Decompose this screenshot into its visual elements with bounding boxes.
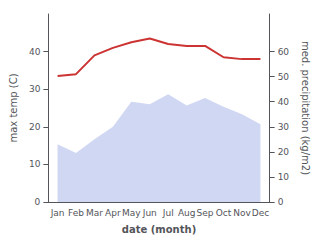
svg-text:40: 40 (29, 47, 41, 57)
svg-text:med. precipitation (kg/m2): med. precipitation (kg/m2) (300, 41, 311, 175)
svg-text:date (month): date (month) (122, 224, 196, 235)
svg-text:30: 30 (278, 122, 290, 132)
svg-text:10: 10 (278, 172, 290, 182)
svg-text:Jul: Jul (162, 208, 174, 218)
svg-text:Aug: Aug (178, 208, 196, 218)
svg-text:Apr: Apr (105, 208, 121, 218)
svg-text:May: May (122, 208, 141, 218)
svg-text:50: 50 (278, 72, 290, 82)
svg-text:Mar: Mar (86, 208, 103, 218)
svg-text:20: 20 (29, 122, 41, 132)
svg-text:60: 60 (278, 47, 290, 57)
svg-text:Sep: Sep (197, 208, 214, 218)
svg-text:Jan: Jan (50, 208, 65, 218)
svg-text:Dec: Dec (252, 208, 269, 218)
svg-text:20: 20 (278, 147, 290, 157)
svg-text:Nov: Nov (233, 208, 251, 218)
svg-text:Jun: Jun (142, 208, 157, 218)
svg-text:max temp (C): max temp (C) (8, 73, 19, 142)
svg-text:40: 40 (278, 97, 290, 107)
svg-text:0: 0 (278, 197, 284, 207)
svg-text:30: 30 (29, 84, 41, 94)
svg-text:10: 10 (29, 159, 41, 169)
svg-text:Oct: Oct (216, 208, 232, 218)
svg-text:0: 0 (35, 197, 41, 207)
svg-text:Feb: Feb (68, 208, 84, 218)
